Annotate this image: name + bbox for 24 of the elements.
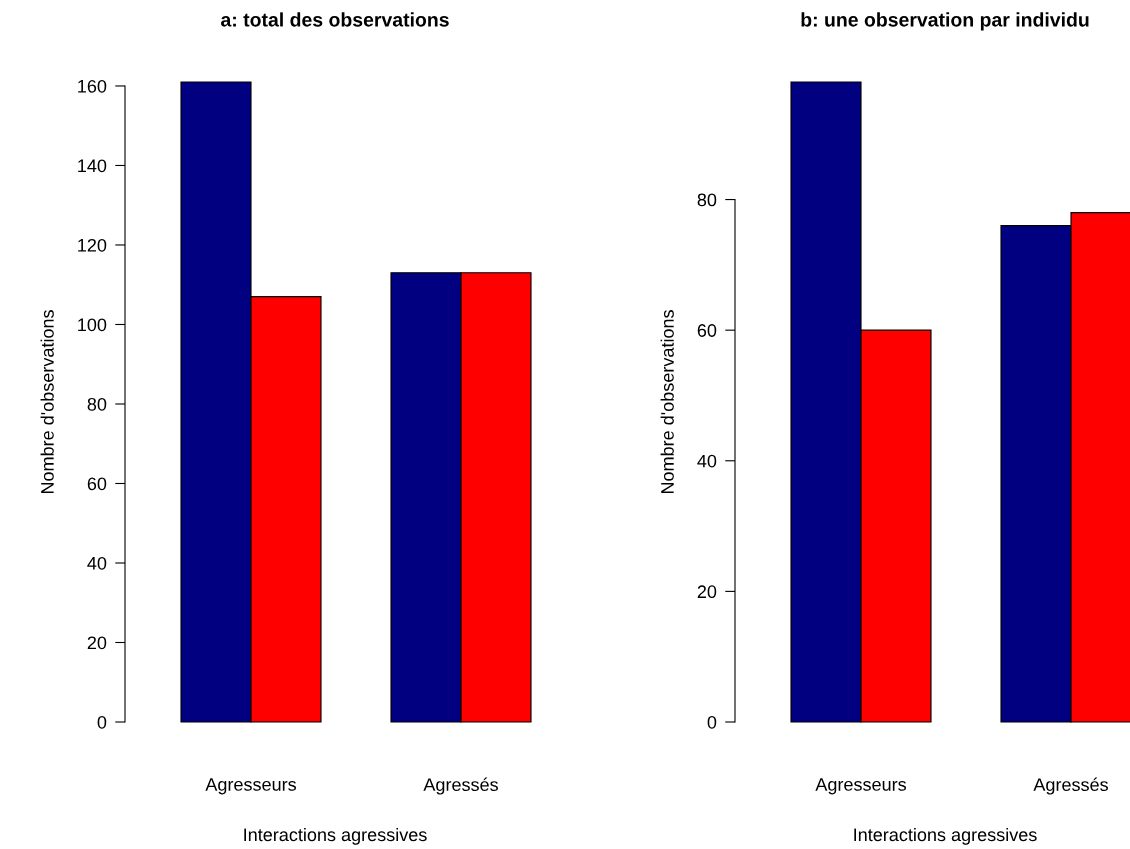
y-axis-title: Nombre d'observations [40, 310, 54, 494]
x-tick-label: Agresseurs [205, 778, 297, 795]
chart-title: b: une observation par individu [801, 12, 1089, 31]
x-tick-label: Agresseurs [815, 778, 907, 795]
y-tick-label: 20 [87, 636, 107, 650]
chart-title: a: total des observations [221, 12, 449, 27]
y-tick-label: 80 [697, 193, 717, 207]
y-tick-label: 140 [78, 159, 107, 173]
x-axis-title: Interactions agressives [854, 827, 1037, 845]
y-tick-label: 0 [707, 715, 717, 729]
y-axis-title: Nombre d'observations [660, 310, 674, 494]
x-axis-title: Interactions agressives [244, 827, 427, 845]
y-tick-label: 100 [78, 318, 107, 332]
x-tick-label: Agressés [1033, 777, 1108, 795]
y-tick-label: 80 [87, 397, 107, 411]
y-tick-label: 40 [87, 556, 107, 570]
x-tick-label: Agressés [423, 777, 498, 795]
y-tick-label: 20 [697, 585, 717, 599]
y-tick-label: 120 [78, 238, 107, 252]
y-tick-label: 60 [697, 324, 717, 337]
y-tick-label: 40 [697, 454, 717, 468]
y-tick-label: 60 [87, 477, 107, 491]
y-tick-label: 0 [97, 715, 107, 729]
y-tick-label: 160 [78, 79, 107, 93]
